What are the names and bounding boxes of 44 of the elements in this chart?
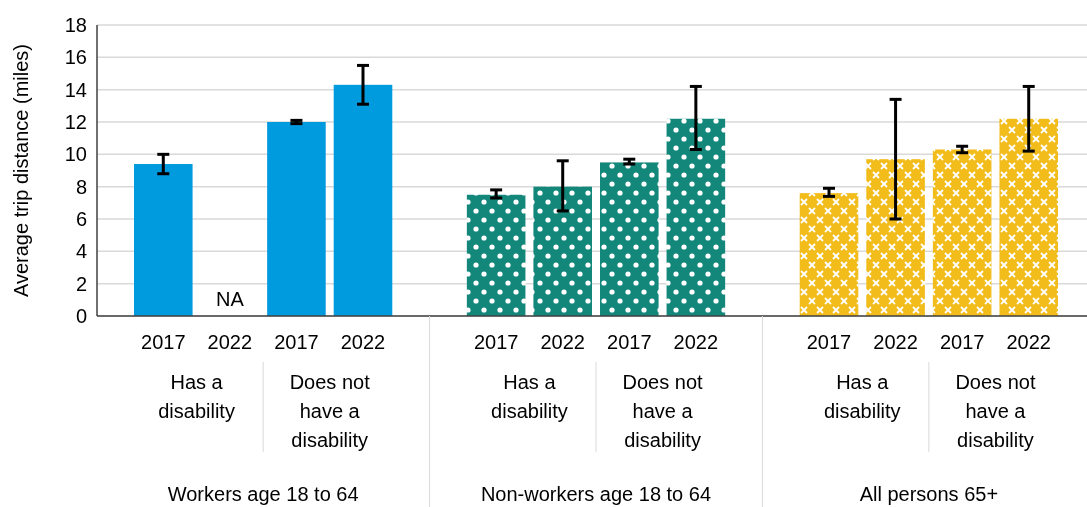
text: Does not have a disability [955, 371, 1036, 451]
y-tick-label: 18 [64, 14, 87, 36]
x-tick-label: 2017 [473, 331, 519, 353]
y-tick-label: 4 [75, 240, 87, 263]
bar [133, 164, 193, 316]
text: Has a disability [158, 371, 235, 422]
y-tick-label: 12 [64, 111, 87, 133]
text: Does not have a disability [622, 371, 704, 451]
x-tick-label: 2017 [141, 331, 186, 353]
bar [932, 149, 992, 316]
y-tick-label: 0 [75, 305, 87, 327]
y-axis-title: Average trip distance (miles) [10, 43, 32, 298]
x-tick-label: 2022 [340, 331, 386, 353]
text: Does not have a disability [289, 371, 371, 451]
text: Workers age 18 to 64 [167, 483, 359, 505]
y-tick-label: 2 [75, 272, 87, 295]
text: NA [215, 288, 244, 310]
bar [599, 162, 659, 316]
x-tick-label: 2017 [274, 331, 319, 353]
x-tick-label: 2017 [806, 331, 852, 353]
x-tick-label: 2017 [939, 331, 985, 353]
x-tick-label: 2022 [207, 331, 253, 353]
bar [799, 193, 859, 316]
y-tick-label: 14 [64, 78, 87, 101]
bar [999, 118, 1059, 316]
y-tick-label: 8 [75, 175, 87, 198]
bar [666, 118, 726, 316]
text: All persons 65+ [859, 483, 999, 505]
x-tick-label: 2022 [673, 331, 719, 353]
text: Has a disability [491, 371, 568, 422]
bar [533, 186, 593, 316]
y-tick-label: 10 [64, 143, 87, 166]
x-tick-label: 2022 [873, 331, 918, 353]
x-tick-label: 2022 [1006, 331, 1051, 353]
bar [866, 159, 925, 316]
y-tick-label: 6 [75, 208, 87, 230]
x-tick-label: 2022 [540, 331, 585, 353]
x-tick-label: 2017 [607, 331, 652, 353]
text: Non-workers age 18 to 64 [480, 483, 712, 505]
bar [267, 122, 326, 316]
bar [333, 84, 393, 316]
bar [466, 194, 526, 316]
y-tick-label: 16 [64, 46, 87, 69]
text: Has a disability [823, 371, 901, 422]
